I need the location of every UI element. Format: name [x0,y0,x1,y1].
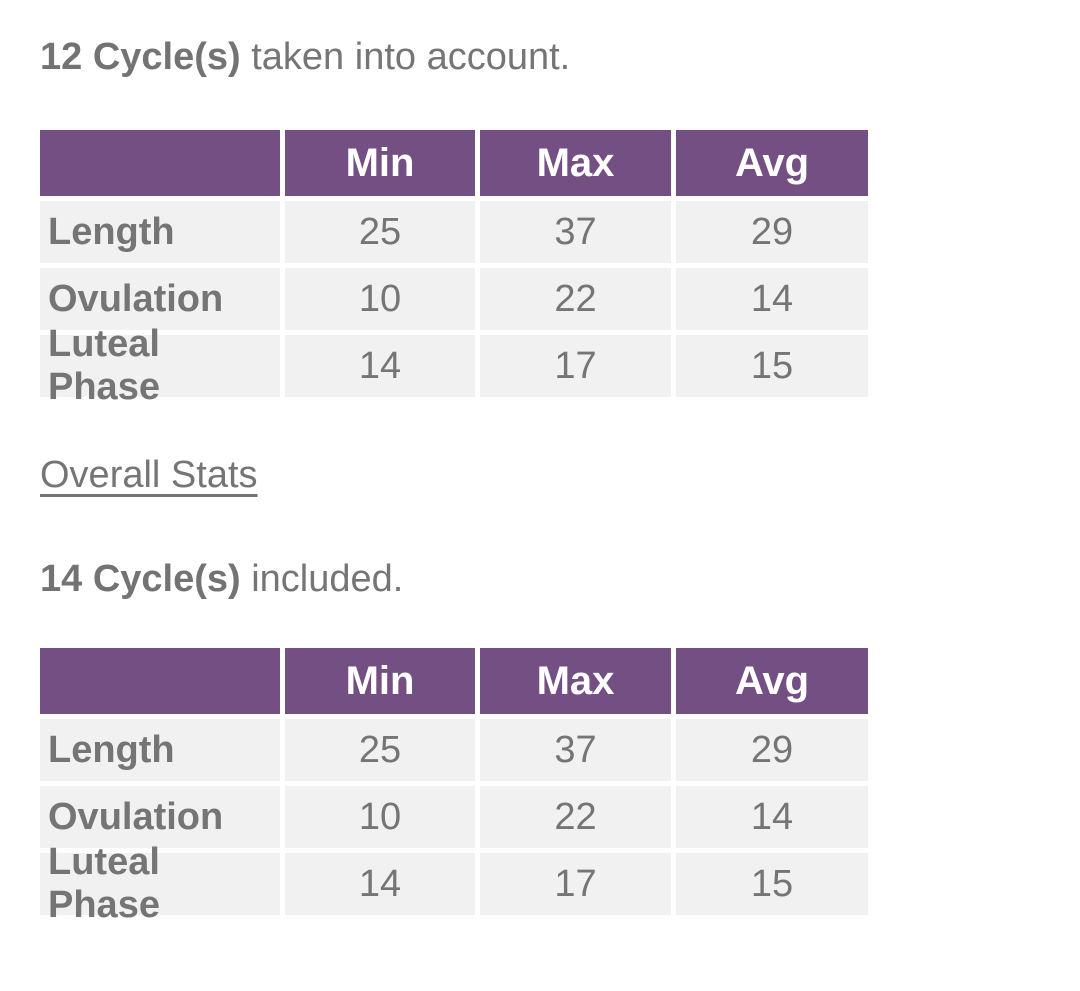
row-label-length: Length [40,719,280,781]
value-ovulation-max: 22 [480,786,671,848]
value-luteal-max: 17 [480,853,671,915]
column-header-avg: Avg [676,648,868,714]
value-luteal-min: 14 [285,335,475,397]
cycles-included-heading: 14 Cycle(s) included. [40,556,1040,602]
cycles-included-suffix: included. [240,558,404,600]
cycle-stats-table: Min Max Avg Length 25 37 29 Ovulation 10… [40,130,868,408]
value-ovulation-max: 22 [480,268,671,330]
cycles-taken-suffix: taken into account. [240,36,571,78]
overall-stats-table: Min Max Avg Length 25 37 29 Ovulation 10… [40,648,868,926]
value-length-min: 25 [285,201,475,263]
column-header-max: Max [480,130,671,196]
overall-stats-link[interactable]: Overall Stats [40,454,258,496]
column-header-min: Min [285,130,475,196]
row-label-length: Length [40,201,280,263]
row-label-luteal-phase: Luteal Phase [40,841,280,926]
cycles-taken-count: 12 Cycle(s) [40,36,241,78]
stats-page: 12 Cycle(s) taken into account. Min Max … [0,34,1080,926]
cycles-included-count: 14 Cycle(s) [40,558,241,600]
value-luteal-avg: 15 [676,853,868,915]
value-luteal-min: 14 [285,853,475,915]
value-length-max: 37 [480,719,671,781]
value-length-avg: 29 [676,201,868,263]
value-ovulation-min: 10 [285,786,475,848]
value-length-avg: 29 [676,719,868,781]
value-ovulation-avg: 14 [676,268,868,330]
row-label-luteal-phase: Luteal Phase [40,323,280,408]
value-ovulation-avg: 14 [676,786,868,848]
value-luteal-avg: 15 [676,335,868,397]
value-length-max: 37 [480,201,671,263]
column-header-max: Max [480,648,671,714]
value-ovulation-min: 10 [285,268,475,330]
value-length-min: 25 [285,719,475,781]
value-luteal-max: 17 [480,335,671,397]
row-label-ovulation: Ovulation [40,786,280,848]
row-label-ovulation: Ovulation [40,268,280,330]
column-header-min: Min [285,648,475,714]
cycles-taken-heading: 12 Cycle(s) taken into account. [40,34,1040,80]
table-corner-cell [40,130,280,196]
column-header-avg: Avg [676,130,868,196]
table-corner-cell [40,648,280,714]
